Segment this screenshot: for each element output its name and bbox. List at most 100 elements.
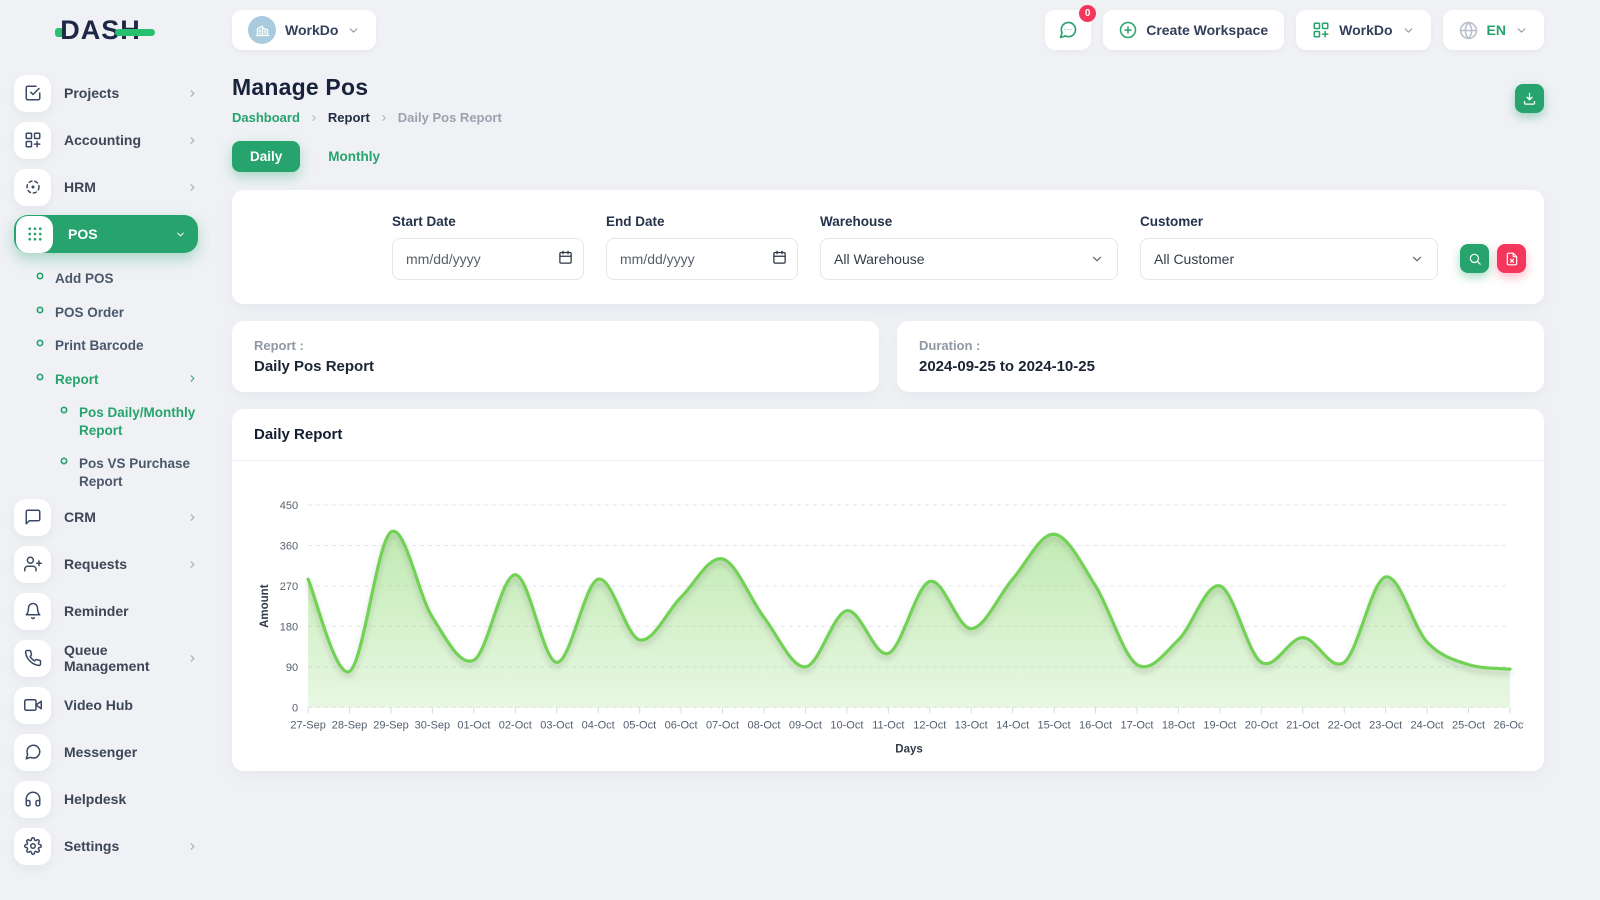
svg-text:06-Oct: 06-Oct [665, 719, 698, 731]
breadcrumb-dashboard[interactable]: Dashboard [232, 110, 300, 125]
sidebar-item-helpdesk[interactable]: Helpdesk [14, 780, 198, 818]
messages-badge: 0 [1079, 5, 1096, 22]
report-label: Report : [254, 338, 857, 353]
chevron-right-icon [187, 841, 198, 852]
svg-text:10-Oct: 10-Oct [830, 719, 863, 731]
sidebar-item-queue-management[interactable]: Queue Management [14, 639, 198, 677]
sidebar-item-label: Projects [64, 85, 174, 101]
svg-text:29-Sep: 29-Sep [373, 719, 408, 731]
chevron-down-icon [347, 24, 360, 37]
sidebar-item-label: Settings [64, 838, 174, 854]
sidebar-item-label: Reminder [64, 603, 198, 619]
sidebar-item-label: Video Hub [64, 697, 198, 713]
customer-select[interactable]: All Customer [1140, 238, 1438, 280]
daily-report-area-chart: 09018027036045027-Sep28-Sep29-Sep30-Sep0… [252, 485, 1524, 757]
main-content: Manage Pos Dashboard Report Daily Pos Re… [210, 60, 1600, 771]
svg-text:08-Oct: 08-Oct [747, 719, 780, 731]
sidebar-item-crm[interactable]: CRM [14, 498, 198, 536]
workspace-switcher[interactable]: WorkDo [232, 10, 376, 50]
svg-text:18-Oct: 18-Oct [1162, 719, 1195, 731]
start-date-input[interactable] [392, 238, 584, 280]
video-camera-icon [14, 687, 51, 724]
sidebar-item-reminder[interactable]: Reminder [14, 592, 198, 630]
user-plus-icon [14, 546, 51, 583]
daily-report-card: Daily Report 09018027036045027-Sep28-Sep… [232, 409, 1544, 771]
filter-actions [1460, 244, 1526, 273]
logo-accent-bar [115, 29, 155, 36]
tab-daily[interactable]: Daily [232, 141, 300, 172]
svg-text:22-Oct: 22-Oct [1328, 719, 1361, 731]
workspace-menu-button[interactable]: WorkDo [1296, 10, 1430, 50]
messages-button[interactable]: 0 [1045, 10, 1091, 50]
reset-filter-button[interactable] [1497, 244, 1526, 273]
svg-text:21-Oct: 21-Oct [1286, 719, 1319, 731]
app-logo[interactable]: DASH [0, 15, 210, 46]
chart-body: 09018027036045027-Sep28-Sep29-Sep30-Sep0… [232, 461, 1544, 771]
bell-icon [14, 593, 51, 630]
calendar-icon[interactable] [558, 250, 573, 265]
sidebar-item-projects[interactable]: Projects [14, 74, 198, 112]
grid-plus-icon [1312, 21, 1330, 39]
svg-text:270: 270 [280, 581, 298, 593]
sidebar-item-label: Helpdesk [64, 791, 198, 807]
language-label: EN [1487, 22, 1506, 38]
end-date-field: End Date [606, 214, 798, 280]
sidebar-subitem-report[interactable]: Report [14, 363, 198, 397]
report-summary-card: Report : Daily Pos Report [232, 321, 879, 392]
chevron-right-icon [309, 113, 319, 123]
summary-row: Report : Daily Pos Report Duration : 202… [232, 321, 1544, 392]
subitem-label: Print Barcode [55, 337, 144, 355]
download-report-button[interactable] [1515, 84, 1544, 113]
chevron-down-icon [1090, 252, 1104, 266]
sidebar-item-video-hub[interactable]: Video Hub [14, 686, 198, 724]
sidebar-subitem-add-pos[interactable]: Add POS [14, 262, 198, 296]
create-workspace-button[interactable]: Create Workspace [1103, 10, 1284, 50]
start-date-label: Start Date [392, 214, 584, 229]
language-selector[interactable]: EN [1443, 10, 1544, 50]
chevron-right-icon [187, 512, 198, 523]
sidebar-subitem-pos-vs-purchase-report[interactable]: Pos VS Purchase Report [14, 447, 198, 498]
subitem-label: POS Order [55, 304, 124, 322]
search-button[interactable] [1460, 244, 1489, 273]
workspace-menu-label: WorkDo [1339, 22, 1392, 38]
sidebar-item-hrm[interactable]: HRM [14, 168, 198, 206]
calendar-icon[interactable] [772, 250, 787, 265]
subitem-label: Add POS [55, 270, 114, 288]
sidebar-item-pos[interactable]: POS [14, 215, 198, 253]
message-circle-icon [14, 734, 51, 771]
sidebar-item-label: Messenger [64, 744, 198, 760]
svg-text:04-Oct: 04-Oct [582, 719, 615, 731]
subitem-label: Pos VS Purchase Report [79, 455, 197, 490]
svg-text:12-Oct: 12-Oct [913, 719, 946, 731]
sidebar-item-label: Requests [64, 556, 174, 572]
chevron-right-icon [379, 113, 389, 123]
warehouse-select[interactable]: All Warehouse [820, 238, 1118, 280]
filter-panel: Start Date End Date Warehouse All Wareho… [232, 190, 1544, 304]
download-icon [1522, 91, 1537, 106]
sidebar-subitem-pos-daily-monthly-report[interactable]: Pos Daily/Monthly Report [14, 396, 198, 447]
plus-circle-icon [1119, 21, 1137, 39]
sidebar-item-requests[interactable]: Requests [14, 545, 198, 583]
phone-icon [14, 640, 51, 677]
tab-monthly[interactable]: Monthly [310, 141, 398, 172]
svg-text:11-Oct: 11-Oct [872, 719, 904, 731]
chevron-right-icon [187, 373, 198, 384]
end-date-input[interactable] [606, 238, 798, 280]
sidebar-item-settings[interactable]: Settings [14, 827, 198, 865]
sidebar-subitem-print-barcode[interactable]: Print Barcode [14, 329, 198, 363]
svg-text:Amount: Amount [259, 584, 271, 628]
gear-icon [14, 828, 51, 865]
topbar-actions: 0 Create Workspace WorkDo EN [1045, 10, 1544, 50]
chevron-down-icon [1402, 24, 1415, 37]
sidebar-item-messenger[interactable]: Messenger [14, 733, 198, 771]
sidebar-item-label: Accounting [64, 132, 174, 148]
globe-icon [1459, 21, 1478, 40]
sidebar-subitem-pos-order[interactable]: POS Order [14, 296, 198, 330]
svg-text:28-Sep: 28-Sep [332, 719, 367, 731]
svg-text:20-Oct: 20-Oct [1245, 719, 1278, 731]
warehouse-field: Warehouse All Warehouse [820, 214, 1118, 280]
start-date-field: Start Date [392, 214, 584, 280]
sidebar-item-accounting[interactable]: Accounting [14, 121, 198, 159]
message-square-icon [14, 499, 51, 536]
svg-text:16-Oct: 16-Oct [1079, 719, 1112, 731]
